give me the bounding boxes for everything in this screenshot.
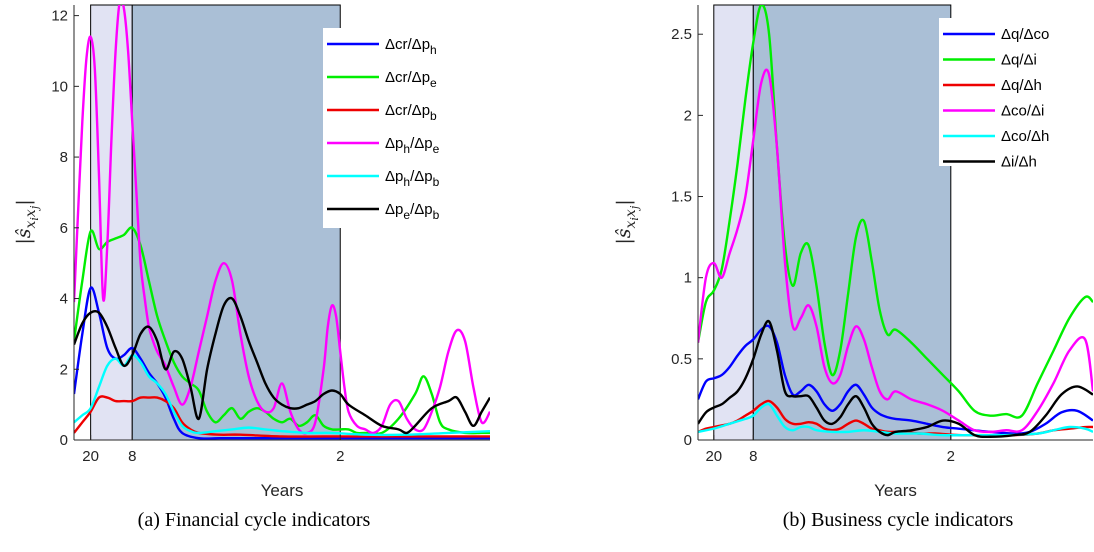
x-axis-label: Years xyxy=(874,481,917,500)
y-tick-label: 1.5 xyxy=(671,189,692,206)
y-tick-label: 2 xyxy=(60,361,68,378)
y-axis-label: |ŝxixj| xyxy=(13,199,41,244)
y-axis-label: |ŝxixj| xyxy=(613,199,641,244)
x-tick-label: 20 xyxy=(82,448,99,465)
x-tick-label: 8 xyxy=(749,448,757,465)
legend-label-6: Δi/Δh xyxy=(1001,154,1037,171)
series-line-2 xyxy=(698,5,1093,419)
panel-caption: (a) Financial cycle indicators xyxy=(138,509,371,531)
y-tick-label: 6 xyxy=(60,220,68,237)
legend-label-3: Δcr/Δpb xyxy=(385,102,437,123)
legend-label-1: Δcr/Δph xyxy=(385,36,437,57)
series-line-4 xyxy=(698,68,1093,434)
legend-box xyxy=(323,28,485,228)
legend-label-4: Δco/Δi xyxy=(1001,103,1044,120)
x-tick-label: 2 xyxy=(947,448,955,465)
y-tick-label: 0.5 xyxy=(671,351,692,368)
series-line-1 xyxy=(74,286,490,440)
y-tick-label: 10 xyxy=(51,78,68,95)
legend-label-2: Δq/Δi xyxy=(1001,52,1037,69)
y-tick-label: 1 xyxy=(684,270,692,287)
legend: Δq/Δco Δq/Δi Δq/Δh Δco/Δi Δco/Δh Δi/Δh xyxy=(939,18,1089,171)
shaded-band-1 xyxy=(713,4,754,441)
y-tick-label: 2 xyxy=(684,107,692,124)
y-tick-label: 4 xyxy=(60,291,68,308)
y-tick-label: 0 xyxy=(60,432,68,449)
x-axis-label: Years xyxy=(261,481,304,500)
legend-label-4: Δph/Δpe xyxy=(385,135,440,156)
legend-label-5: Δco/Δh xyxy=(1001,128,1049,145)
series-group xyxy=(74,5,490,440)
legend-label-6: Δpe/Δpb xyxy=(385,201,440,222)
series-line-6 xyxy=(698,319,1093,439)
y-tick-label: 12 xyxy=(51,8,68,25)
legend: Δcr/Δph Δcr/Δpe Δcr/Δpb Δph/Δpe Δph/Δpb Δpe/Δ… xyxy=(323,28,485,228)
x-tick-label: 8 xyxy=(128,448,136,465)
x-tick-label: 20 xyxy=(705,448,722,465)
y-tick-label: 2.5 xyxy=(671,26,692,43)
series-group xyxy=(698,5,1093,439)
legend-box xyxy=(939,18,1089,166)
shaded-band-2 xyxy=(131,4,341,441)
panel-caption: (b) Business cycle indicators xyxy=(783,509,1014,531)
chart-panel-b: 00.511.522.520 8 2Years|ŝxixj|Δq/ΔcoΔq/ΔiΔ… xyxy=(613,4,1093,531)
shaded-band-1 xyxy=(90,4,133,441)
x-tick-label: 2 xyxy=(336,448,344,465)
legend-label-1: Δq/Δco xyxy=(1001,26,1049,43)
series-line-6 xyxy=(74,296,490,435)
series-line-5 xyxy=(698,402,1093,437)
y-tick-label: 8 xyxy=(60,149,68,166)
legend-label-2: Δcr/Δpe xyxy=(385,69,437,90)
series-line-4 xyxy=(74,5,490,435)
legend-label-3: Δq/Δh xyxy=(1001,77,1042,94)
y-tick-label: 0 xyxy=(684,432,692,449)
series-line-5 xyxy=(74,353,490,437)
legend-label-5: Δph/Δpb xyxy=(385,168,440,189)
